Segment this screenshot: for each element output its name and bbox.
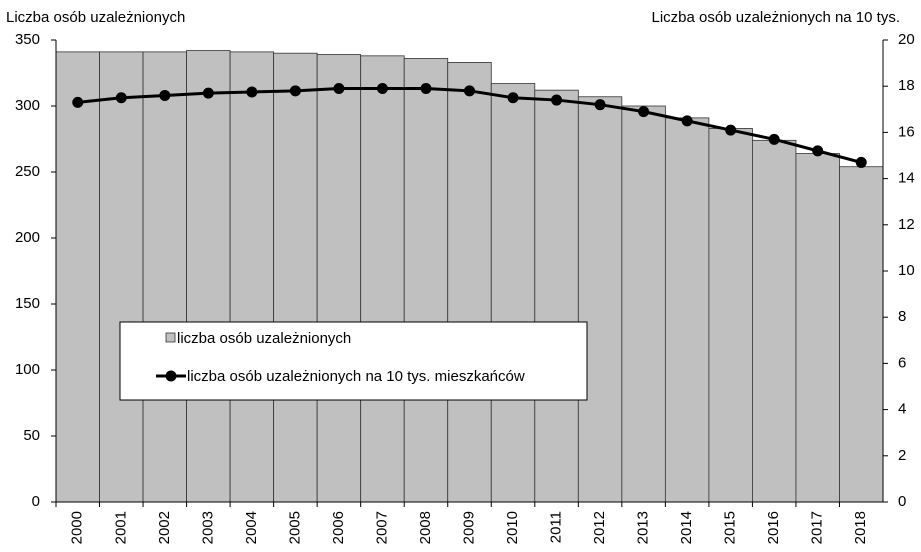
x-tick-label: 2015 [722,511,739,544]
y2-tick-label: 6 [898,354,906,371]
legend-box [119,321,588,401]
x-tick-label: 2000 [69,511,86,544]
line-point [812,145,824,157]
bar [316,54,362,503]
x-tick-label: 2018 [852,511,869,544]
bar [752,139,797,503]
line-point [246,86,258,98]
y-axis-title: Liczba osób uzależnionych [6,9,185,26]
legend-label: liczba osób uzależnionych na 10 tys. mie… [187,368,525,385]
y-tick-label: 150 [15,295,40,312]
bar [142,51,187,503]
x-tick-label: 2005 [286,511,303,544]
bar [186,50,231,503]
x-tick-label: 2001 [112,511,129,544]
bar [664,117,710,503]
y2-tick-label: 4 [898,401,906,418]
line-point [855,156,867,168]
line-point [551,94,563,106]
bar [577,96,623,503]
line-point [594,99,606,111]
y-tick-label: 300 [15,97,40,114]
bar [99,51,144,503]
bar [273,52,318,503]
line-point [333,83,345,95]
legend-marker [165,370,177,382]
y-tick-label: 50 [23,427,40,444]
y-tick-label: 350 [15,31,40,48]
bar [708,128,753,503]
x-tick-label: 2016 [765,511,782,544]
y-tick-label: 100 [15,361,40,378]
bar [55,51,100,503]
x-tick-label: 2004 [243,511,260,544]
x-tick-label: 2013 [635,511,652,544]
legend-swatch [165,332,176,343]
bar [490,83,536,503]
y2-tick-label: 2 [898,447,906,464]
line-point [681,115,693,127]
legend-label: liczba osób uzależnionych [177,330,351,347]
y-tick-label: 0 [32,493,40,510]
bar [360,55,405,503]
line-point [72,96,84,108]
y2-tick-label: 8 [898,308,906,325]
bar [229,51,275,503]
line-point [115,92,127,104]
line-point [638,106,650,118]
bar [621,105,666,503]
line-point [725,124,737,136]
bar [534,89,579,503]
x-tick-label: 2014 [678,511,695,544]
line-point [159,89,171,101]
line-point [376,83,388,95]
x-tick-label: 2003 [199,511,216,544]
y2-tick-label: 0 [898,493,906,510]
line-point [289,85,301,97]
x-tick-label: 2017 [809,511,826,544]
x-tick-label: 2002 [156,511,173,544]
x-tick-label: 2006 [330,511,347,544]
line-point [202,87,214,99]
y2-tick-label: 14 [898,170,915,187]
x-tick-label: 2011 [548,511,565,543]
line-point [420,83,432,95]
y2-tick-label: 12 [898,216,915,233]
y-tick-label: 250 [15,163,40,180]
x-tick-label: 2010 [504,511,521,544]
bar [403,58,449,503]
line-point [464,85,475,97]
x-tick-label: 2009 [460,511,477,544]
bar [795,153,840,503]
x-tick-label: 2007 [373,511,390,544]
legend: liczba osób uzależnionych liczba osób uza… [119,321,588,401]
line-point [768,133,780,145]
x-tick-label: 2012 [591,511,608,544]
bar [839,166,884,503]
y2-axis-title: Liczba osób uzależnionych na 10 tys. [652,9,901,26]
bar [447,62,492,503]
y2-tick-label: 10 [898,262,915,279]
y-tick-label: 200 [15,229,40,246]
y2-tick-label: 18 [898,77,915,94]
y2-tick-label: 16 [898,123,915,140]
line-point [507,92,519,104]
x-tick-label: 2008 [417,511,434,544]
y2-tick-label: 20 [898,31,915,48]
